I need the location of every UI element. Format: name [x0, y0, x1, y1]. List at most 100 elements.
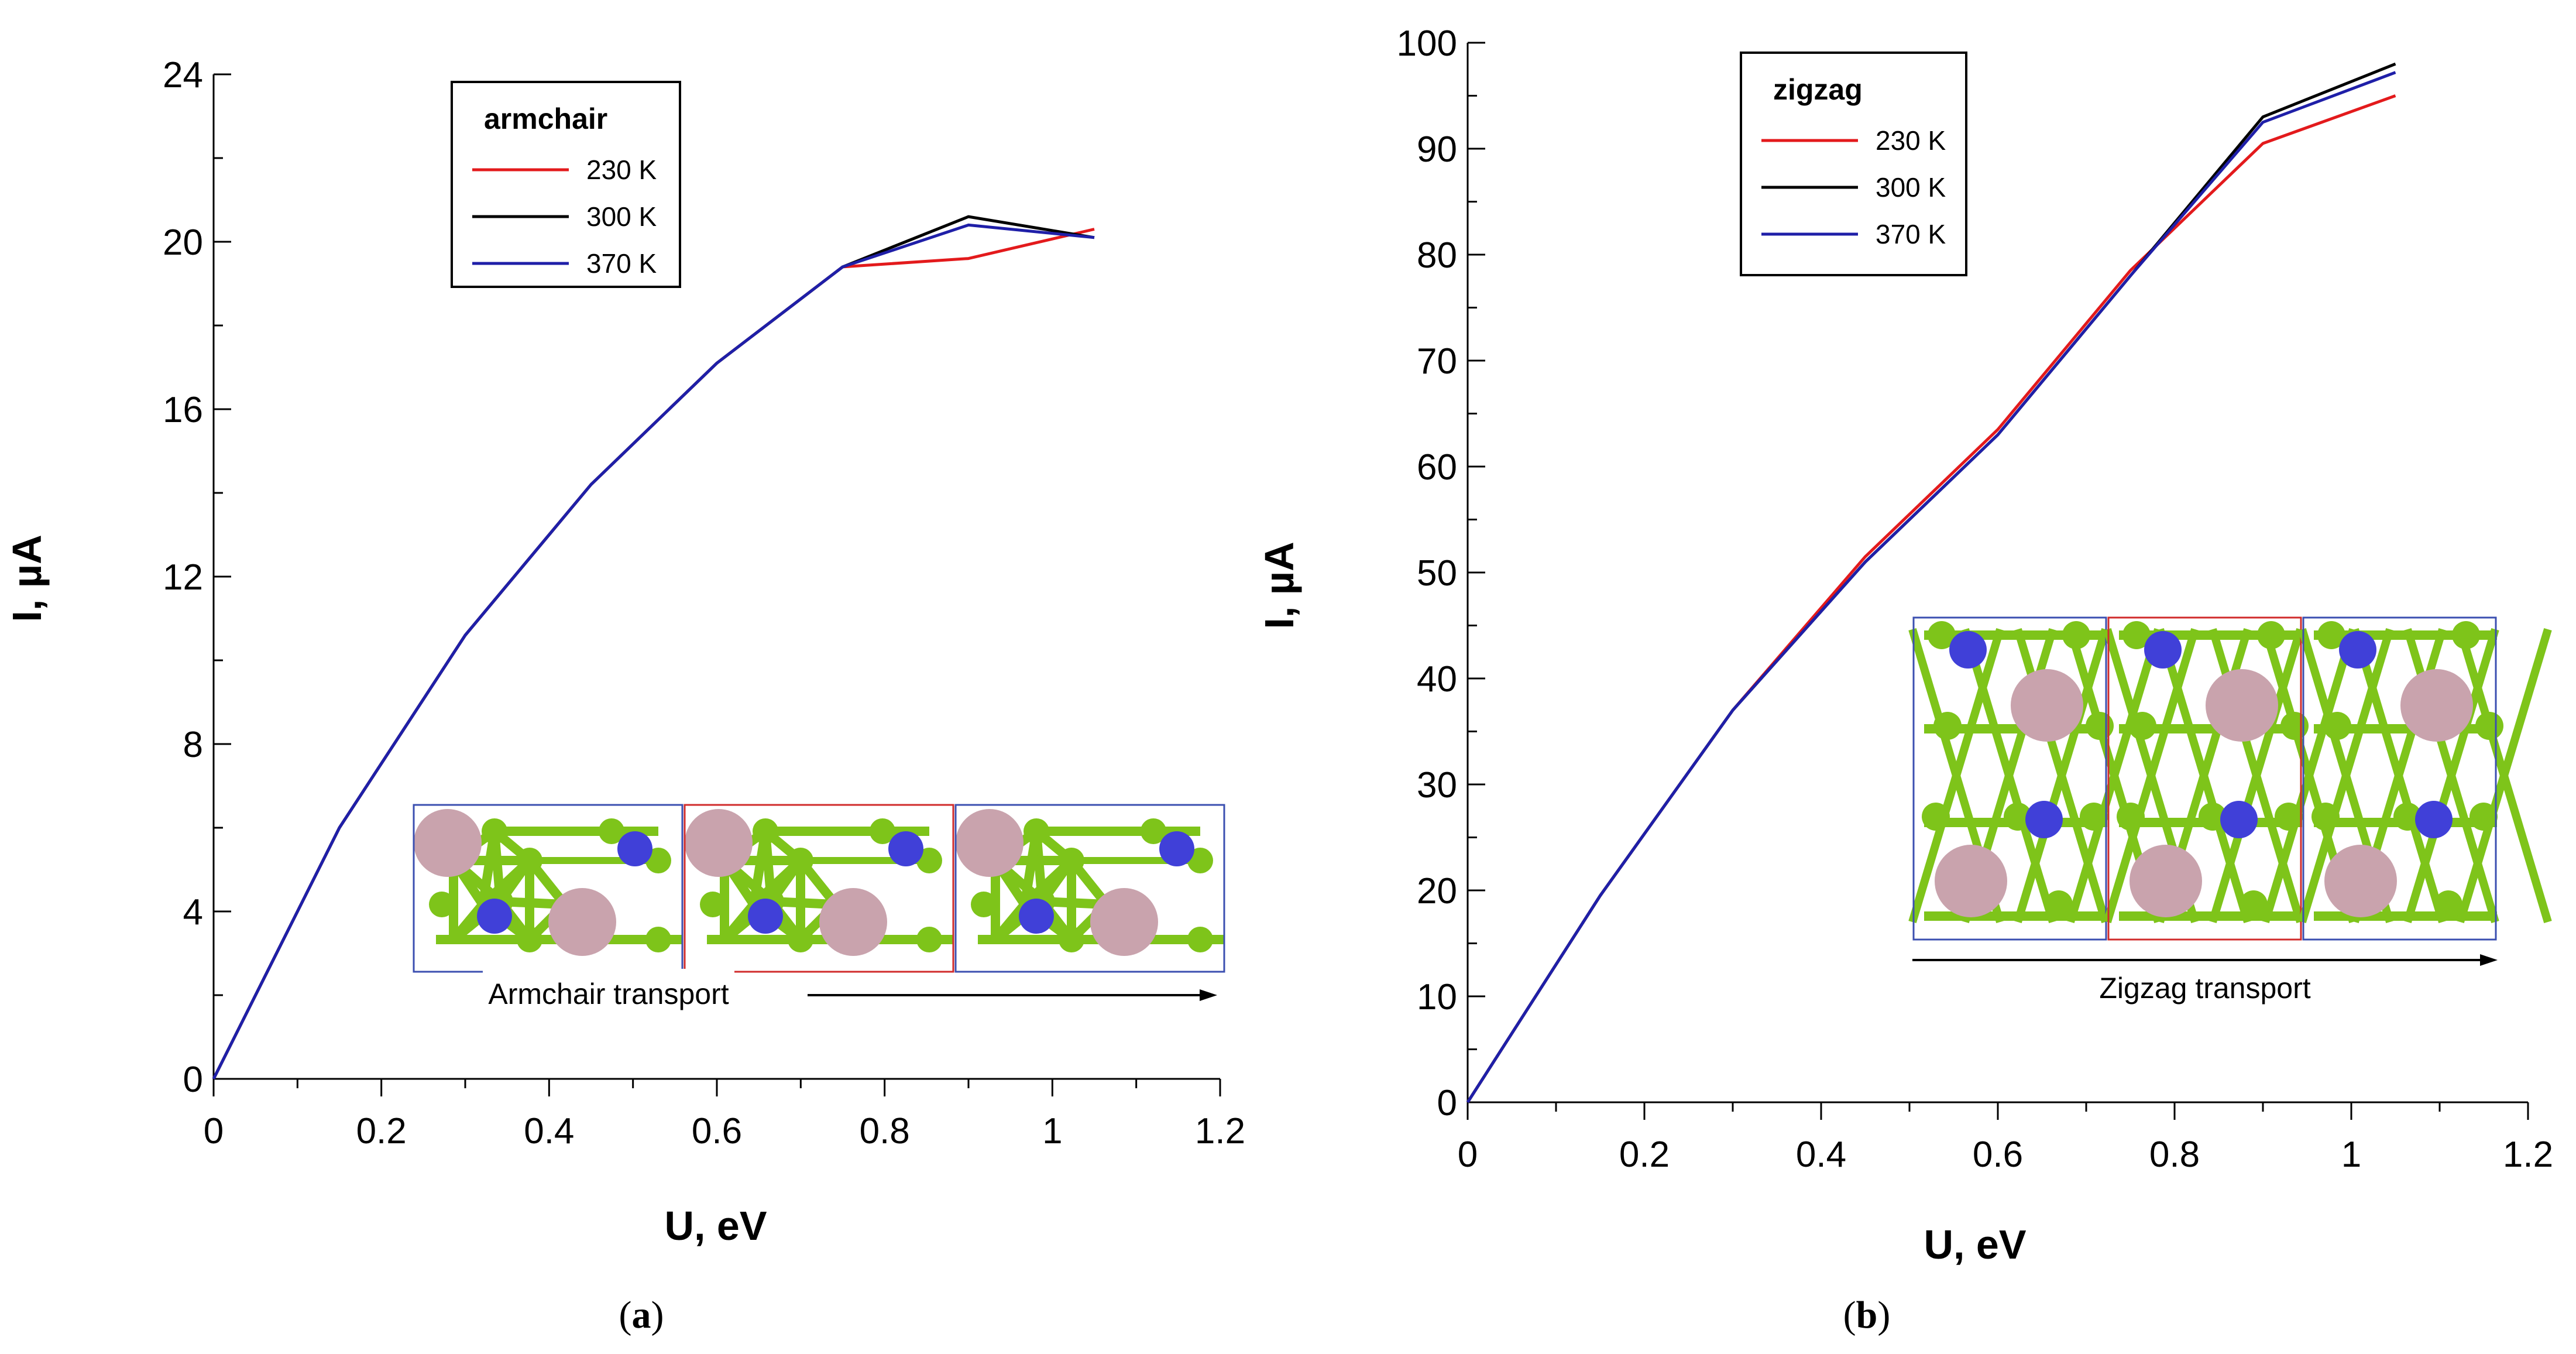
- unit-cell-frame: [954, 804, 1225, 973]
- y-tick-label: 24: [163, 55, 203, 95]
- plot-a-inset: Armchair transport: [413, 804, 1225, 1010]
- x-tick-label: 0: [204, 1111, 224, 1151]
- atom-green: [2475, 712, 2503, 740]
- plot-a-legend: armchair 230 K 300 K 370 K: [451, 81, 681, 288]
- atom-green: [2257, 621, 2285, 649]
- legend-box: [451, 81, 681, 288]
- atom-green: [788, 848, 813, 873]
- atom-pink: [548, 888, 616, 956]
- atom-green: [2275, 803, 2303, 831]
- transport-label-bg: [483, 969, 734, 1010]
- legend-entry: 230 K: [1876, 125, 1946, 156]
- atom-green: [1141, 818, 1166, 844]
- atom-green: [2452, 621, 2480, 649]
- y-tick-label: 90: [1417, 129, 1457, 170]
- plot-b-axes: 0 10 20 30 40 50 60 70 80 90 100 0 0.2 0.4 0.6 0.8 1 1.2: [1397, 23, 2554, 1175]
- y-tick-label: 8: [183, 725, 203, 765]
- atom-green: [2004, 803, 2032, 831]
- atom-green: [1059, 927, 1084, 952]
- lattice-bond: [2403, 628, 2499, 924]
- atom-green: [916, 927, 942, 952]
- y-tick-label: 0: [183, 1060, 203, 1100]
- atom-pink: [956, 809, 1023, 877]
- atom-blue: [2025, 801, 2063, 838]
- x-tick-label: 1: [1042, 1111, 1062, 1151]
- atom-pink: [819, 888, 887, 956]
- atom-pink: [2206, 669, 2278, 742]
- y-tick-label: 80: [1417, 235, 1457, 276]
- atom-green: [645, 848, 671, 873]
- y-tick-label: 30: [1417, 765, 1457, 805]
- atom-green: [1922, 803, 1950, 831]
- lattice-bond: [2209, 628, 2304, 924]
- x-tick-label: 0.8: [2149, 1134, 2200, 1175]
- atom-pink: [1935, 845, 2007, 917]
- atom-blue: [1019, 899, 1054, 934]
- atom-green: [2062, 621, 2090, 649]
- transport-label: Armchair transport: [488, 978, 729, 1010]
- atom-green: [2393, 803, 2422, 831]
- y-tick-label: 10: [1417, 977, 1457, 1017]
- unit-cell-frame: [2107, 616, 2302, 941]
- plot-a-series: [212, 215, 1095, 1080]
- legend-entry: 370 K: [1876, 219, 1946, 249]
- atom-pink: [1090, 888, 1158, 956]
- y-tick-label: 70: [1417, 341, 1457, 382]
- legend-entry: 300 K: [1876, 172, 1946, 203]
- atom-pink: [2400, 669, 2473, 742]
- legend-entry: 300 K: [586, 201, 657, 232]
- plot-a-axes: 0 4 8 12 16 20 24 0 0.2 0.4 0.6 0.8 1 1.2: [163, 55, 1245, 1151]
- lattice-bond: [991, 900, 1029, 944]
- atom-green: [2117, 803, 2145, 831]
- y-tick-label: 20: [1417, 871, 1457, 911]
- atom-green: [1933, 712, 1962, 740]
- legend-title: armchair: [484, 102, 607, 135]
- atom-green: [870, 818, 895, 844]
- unit-cell-frame: [684, 804, 954, 973]
- x-tick-label: 0: [1458, 1134, 1478, 1175]
- atom-green: [753, 818, 778, 844]
- lattice-bond: [2456, 628, 2552, 924]
- x-tick-label: 1.2: [1195, 1111, 1245, 1151]
- atom-green: [429, 892, 455, 917]
- legend-entry: 230 K: [586, 155, 657, 185]
- atom-green: [788, 927, 813, 952]
- atom-blue: [617, 831, 652, 866]
- transport-label: Zigzag transport: [2099, 972, 2310, 1005]
- atom-blue: [2144, 631, 2182, 669]
- y-tick-label: 16: [163, 390, 203, 430]
- atom-green: [599, 818, 624, 844]
- atom-green: [1059, 848, 1084, 873]
- x-tick-label: 0.6: [692, 1111, 742, 1151]
- atom-green: [517, 848, 542, 873]
- atom-pink: [2130, 845, 2202, 917]
- atom-pink: [2011, 669, 2083, 742]
- atom-green: [700, 892, 726, 917]
- atom-green: [2323, 712, 2351, 740]
- panel-b-caption: (b): [1843, 1294, 1891, 1336]
- atom-green: [2080, 803, 2108, 831]
- lattice-bond: [2066, 628, 2162, 924]
- lattice-bond: [2261, 628, 2357, 924]
- atom-green: [2045, 890, 2073, 918]
- atom-pink: [414, 809, 482, 877]
- lattice-bond: [1908, 628, 2004, 924]
- lattice-bond: [2014, 628, 2110, 924]
- x-tick-label: 1.2: [2503, 1134, 2553, 1175]
- y-tick-label: 50: [1417, 553, 1457, 594]
- transport-arrow-head: [2480, 954, 2498, 966]
- y-tick-label: 40: [1417, 659, 1457, 700]
- panel-a: 0 4 8 12 16 20 24 0 0.2 0.4 0.6 0.8 1 1.2 armchair 230…: [4, 55, 1245, 1336]
- panel-a-caption: (a): [619, 1294, 664, 1336]
- series-line-370-k: [212, 223, 1095, 1080]
- atom-green: [971, 892, 997, 917]
- lattice-bond: [2103, 628, 2199, 924]
- x-tick-label: 1: [2341, 1134, 2361, 1175]
- atom-blue: [2339, 631, 2376, 669]
- unit-cell-frame: [1912, 616, 2107, 941]
- atom-green: [645, 927, 671, 952]
- lattice-bond: [720, 900, 758, 944]
- atom-green: [2434, 890, 2462, 918]
- panel-a-ylabel: I, µA: [4, 534, 50, 622]
